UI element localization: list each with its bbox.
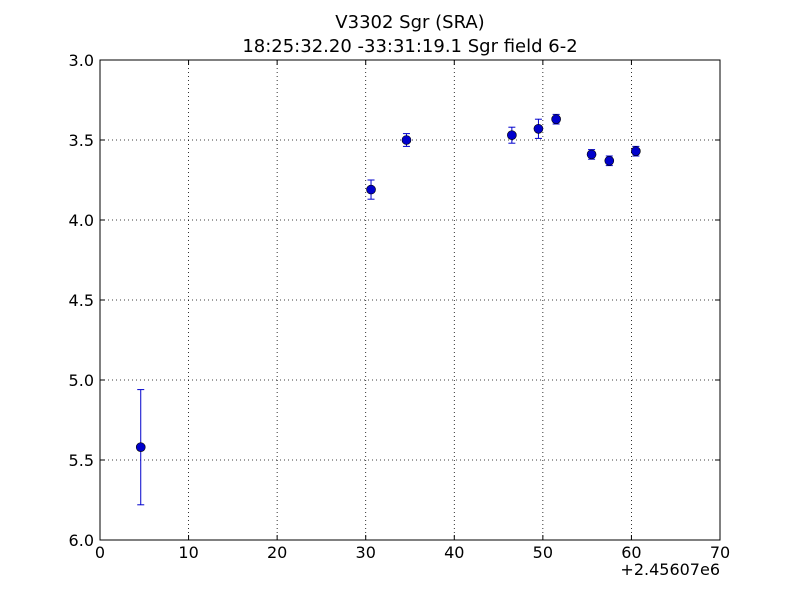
x-tick-label: 50	[533, 543, 553, 562]
chart-subtitle: 18:25:32.20 -33:31:19.1 Sgr field 6-2	[242, 36, 578, 57]
data-point	[135, 442, 146, 453]
y-tick-label: 4.0	[69, 211, 94, 230]
x-tick-label: 70	[710, 543, 730, 562]
y-tick-label: 6.0	[69, 531, 94, 550]
data-point	[586, 149, 597, 160]
data-point	[551, 114, 561, 124]
data-point	[533, 124, 544, 134]
data-point	[631, 146, 641, 156]
data-point	[604, 156, 615, 166]
data-point	[366, 184, 376, 195]
y-tick-label: 5.5	[69, 451, 94, 470]
data-point	[507, 130, 517, 140]
y-tick-label: 3.0	[69, 51, 94, 70]
x-tick-label: 10	[178, 543, 198, 562]
data-point	[401, 135, 412, 145]
chart-title: V3302 Sgr (SRA)	[335, 12, 485, 33]
x-tick-label: 20	[267, 543, 287, 562]
x-tick-label: 0	[95, 543, 105, 562]
x-axis-offset-label: +2.45607e6	[620, 560, 720, 579]
y-tick-label: 5.0	[69, 371, 94, 390]
x-tick-label: 60	[621, 543, 641, 562]
x-tick-label: 30	[356, 543, 376, 562]
x-tick-label: 40	[444, 543, 464, 562]
y-tick-label: 4.5	[69, 291, 94, 310]
y-tick-label: 3.5	[69, 131, 94, 150]
